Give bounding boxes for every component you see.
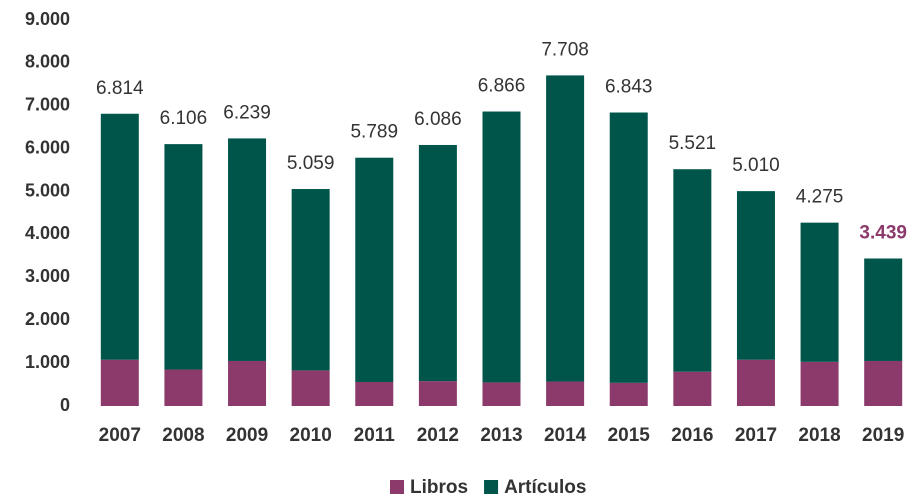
total-label: 6.239 bbox=[223, 102, 271, 123]
bar-segment bbox=[482, 111, 521, 383]
bar-segment bbox=[164, 369, 203, 406]
y-tick-label: 0 bbox=[60, 395, 70, 415]
bar-segment bbox=[546, 381, 585, 406]
y-tick-label: 4.000 bbox=[25, 223, 70, 243]
bar-segment bbox=[355, 157, 394, 382]
y-tick-label: 6.000 bbox=[25, 137, 70, 157]
bar-segment bbox=[800, 222, 839, 362]
x-tick-label: 2010 bbox=[290, 425, 332, 446]
legend-swatch bbox=[484, 480, 499, 494]
x-tick-label: 2011 bbox=[354, 425, 396, 446]
x-tick-label: 2017 bbox=[735, 425, 777, 446]
y-tick-label: 1.000 bbox=[25, 352, 70, 372]
legend-label: Artículos bbox=[504, 477, 586, 498]
y-tick-label: 3.000 bbox=[25, 266, 70, 286]
y-tick-label: 7.000 bbox=[25, 95, 70, 115]
x-tick-label: 2018 bbox=[798, 425, 840, 446]
bar-segment bbox=[482, 382, 521, 406]
x-tick-label: 2008 bbox=[162, 425, 204, 446]
y-tick-label: 8.000 bbox=[25, 52, 70, 72]
total-label: 5.059 bbox=[287, 153, 335, 174]
x-tick-label: 2012 bbox=[417, 425, 459, 446]
bar-segment bbox=[291, 189, 330, 371]
total-label: 5.521 bbox=[669, 133, 717, 154]
bar-segment bbox=[100, 359, 139, 406]
total-label: 3.439 bbox=[859, 223, 907, 244]
total-label: 7.708 bbox=[541, 39, 589, 60]
x-tick-label: 2019 bbox=[862, 425, 904, 446]
bar-segment bbox=[736, 359, 775, 406]
bar-segment bbox=[546, 75, 585, 382]
total-label: 6.866 bbox=[478, 76, 526, 97]
total-label: 5.789 bbox=[350, 122, 398, 143]
total-label: 6.106 bbox=[160, 108, 208, 129]
bar-segment bbox=[673, 169, 712, 372]
bar-segment bbox=[228, 138, 267, 361]
bar-segment bbox=[418, 381, 457, 406]
bar-segment bbox=[673, 371, 712, 406]
bar-segment bbox=[355, 381, 394, 406]
bar-segment bbox=[609, 382, 648, 406]
y-tick-label: 2.000 bbox=[25, 309, 70, 329]
x-tick-label: 2009 bbox=[226, 425, 268, 446]
bar-segment bbox=[736, 191, 775, 360]
total-label: 6.086 bbox=[414, 109, 462, 130]
x-tick-label: 2015 bbox=[608, 425, 651, 446]
x-tick-label: 2014 bbox=[544, 425, 587, 446]
x-tick-label: 2013 bbox=[480, 425, 522, 446]
legend-label: Libros bbox=[410, 477, 468, 498]
bar-segment bbox=[100, 113, 139, 360]
bar-segment bbox=[291, 370, 330, 406]
bar-segment bbox=[864, 360, 903, 406]
total-label: 6.843 bbox=[605, 77, 653, 98]
bar-segment bbox=[418, 144, 457, 382]
bar-segment bbox=[164, 144, 203, 370]
total-label: 5.010 bbox=[732, 155, 780, 176]
bar-segment bbox=[609, 112, 648, 383]
total-label: 4.275 bbox=[796, 187, 844, 208]
y-tick-label: 5.000 bbox=[25, 180, 70, 200]
bar-segment bbox=[800, 361, 839, 406]
total-label: 6.814 bbox=[96, 78, 144, 99]
y-tick-label: 9.000 bbox=[25, 9, 70, 29]
legend-swatch bbox=[390, 480, 404, 494]
bar-segment bbox=[228, 360, 267, 406]
x-tick-label: 2007 bbox=[99, 425, 141, 446]
x-tick-label: 2016 bbox=[671, 425, 713, 446]
bar-segment bbox=[864, 258, 903, 361]
